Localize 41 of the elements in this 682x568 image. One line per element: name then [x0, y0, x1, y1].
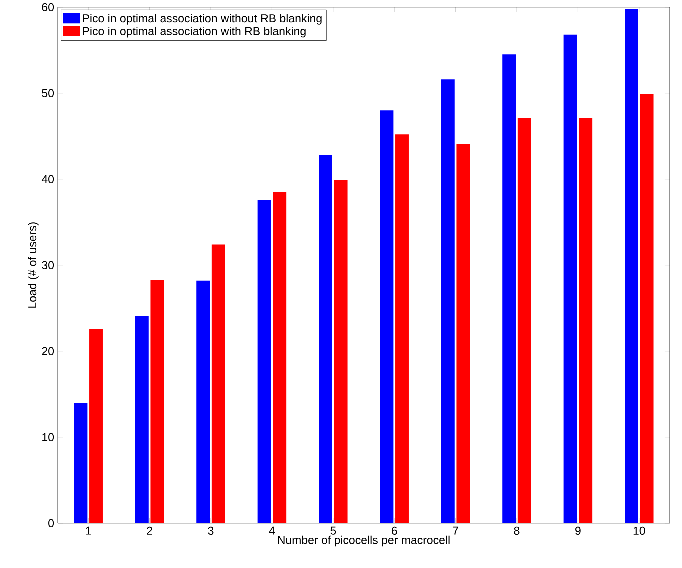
bar: [258, 200, 272, 524]
y-tick-label: 30: [42, 261, 54, 270]
legend-label: Pico in optimal association without RB blanking: [83, 14, 322, 25]
y-tick-label: 50: [42, 89, 54, 98]
bar: [396, 134, 409, 524]
bar: [273, 192, 287, 524]
legend-label: Pico in optimal association with RB blanking: [83, 26, 306, 38]
bar: [74, 402, 88, 524]
bar: [441, 79, 455, 524]
bar: [212, 244, 226, 524]
x-tick-label: 8: [514, 526, 520, 535]
y-axis-title: Load (# of users): [28, 222, 39, 308]
bar: [135, 316, 149, 524]
x-tick-label: 1: [86, 526, 92, 535]
bar: [90, 328, 103, 524]
y-tick-label: 10: [42, 433, 54, 442]
y-tick-label: 60: [42, 3, 54, 12]
bar: [579, 118, 593, 524]
bar: [196, 280, 210, 524]
x-tick-label: 10: [634, 526, 646, 535]
bar: [502, 54, 516, 524]
x-tick-label: 6: [392, 526, 398, 535]
y-tick-label: 40: [42, 175, 54, 184]
bar: [518, 118, 532, 524]
y-tick-label: 20: [42, 347, 54, 356]
bar: [640, 94, 654, 524]
x-tick-label: 5: [330, 526, 336, 535]
bar: [456, 144, 470, 524]
bar: [319, 155, 332, 524]
x-tick-label: 2: [147, 526, 152, 535]
bar: [150, 280, 164, 524]
x-tick-label: 4: [269, 526, 276, 535]
x-axis-title: Number of picocells per macrocell: [278, 536, 450, 546]
bar: [564, 34, 578, 524]
x-tick-label: 3: [208, 526, 214, 535]
x-tick-label: 9: [576, 526, 581, 535]
bar: [380, 110, 394, 524]
y-tick-label: 0: [48, 519, 54, 528]
x-tick-label: 7: [453, 526, 458, 535]
bar: [625, 8, 638, 524]
bar: [334, 180, 348, 524]
